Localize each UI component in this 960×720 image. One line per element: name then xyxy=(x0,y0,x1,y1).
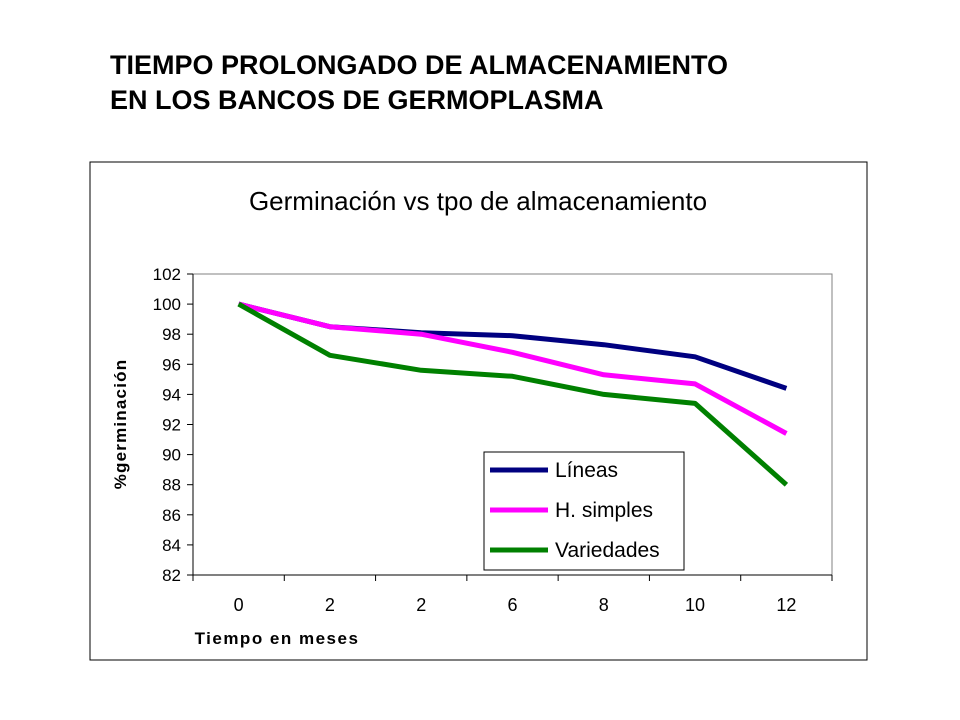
legend-label-2: Variedades xyxy=(555,539,660,562)
x-tick-label: 8 xyxy=(599,595,609,615)
y-tick-label: 88 xyxy=(162,476,181,495)
x-tick-label: 12 xyxy=(776,595,796,615)
y-tick-label: 90 xyxy=(162,446,181,465)
x-tick-label: 0 xyxy=(234,595,244,615)
y-tick-label: 98 xyxy=(162,325,181,344)
series-lines xyxy=(237,301,789,487)
x-tick-label: 6 xyxy=(507,595,517,615)
legend: Líneas H. simples Variedades xyxy=(483,451,685,571)
legend-label-0: Líneas xyxy=(555,459,618,482)
y-axis-label: %germinación xyxy=(111,359,130,490)
x-axis-label: Tiempo en meses xyxy=(195,629,360,648)
y-tick-label: 86 xyxy=(162,506,181,525)
x-tick-label: 2 xyxy=(416,595,426,615)
y-tick-label: 102 xyxy=(153,265,181,284)
y-tick-label: 96 xyxy=(162,355,181,374)
x-tick-label: 2 xyxy=(325,595,335,615)
y-axis: 82 84 86 88 90 92 94 96 98 100 102 xyxy=(153,265,194,585)
y-tick-label: 84 xyxy=(162,536,181,555)
y-tick-label: 92 xyxy=(162,416,181,435)
series-line-1 xyxy=(237,301,788,436)
slide-title: TIEMPO PROLONGADO DE ALMACENAMIENTO EN L… xyxy=(110,48,910,118)
x-tick-label: 10 xyxy=(685,595,705,615)
y-tick-label: 82 xyxy=(162,566,181,585)
y-tick-label: 100 xyxy=(153,295,181,314)
x-axis: 0 2 2 6 8 10 12 xyxy=(192,574,833,615)
slide-title-line-1: TIEMPO PROLONGADO DE ALMACENAMIENTO xyxy=(110,50,729,80)
legend-label-1: H. simples xyxy=(555,499,653,522)
series-line-2 xyxy=(237,301,789,487)
slide-title-line-2: EN LOS BANCOS DE GERMOPLASMA xyxy=(110,85,604,115)
y-tick-label: 94 xyxy=(162,385,181,404)
chart-title: Germinación vs tpo de almacenamiento xyxy=(249,186,707,216)
